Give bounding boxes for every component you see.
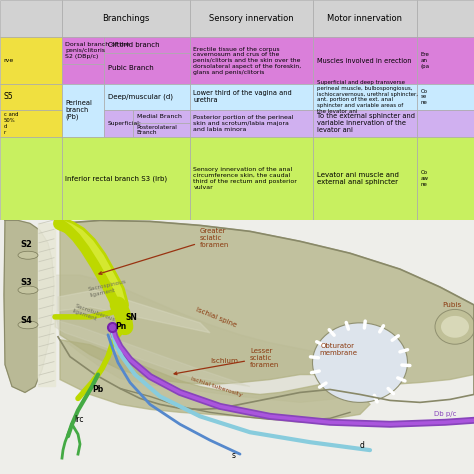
- Bar: [417, 110, 474, 137]
- Text: Ischial tuberosity: Ischial tuberosity: [190, 376, 243, 397]
- Bar: [0, 0, 62, 37]
- Text: Greater
sciatic
foramen: Greater sciatic foramen: [99, 228, 229, 274]
- Text: Posterolateral
Branch: Posterolateral Branch: [137, 125, 177, 136]
- Text: Db p/c: Db p/c: [434, 411, 456, 417]
- Text: Obturator
membrane: Obturator membrane: [319, 343, 357, 356]
- Bar: [62, 84, 104, 137]
- Ellipse shape: [312, 323, 408, 402]
- Text: Ischial spine: Ischial spine: [195, 306, 237, 328]
- Bar: [417, 37, 474, 84]
- Text: Pubis: Pubis: [442, 302, 461, 308]
- Bar: [104, 37, 190, 53]
- Text: s: s: [232, 451, 236, 460]
- Polygon shape: [58, 290, 210, 333]
- Ellipse shape: [435, 310, 474, 344]
- Ellipse shape: [18, 321, 38, 329]
- Bar: [190, 110, 313, 137]
- Bar: [0, 110, 62, 137]
- Bar: [133, 123, 190, 137]
- Text: Levator ani muscle and
external anal sphincter: Levator ani muscle and external anal sph…: [317, 172, 399, 185]
- Bar: [104, 53, 190, 84]
- Text: To the external sphincter and
variable innervation of the
levator ani: To the external sphincter and variable i…: [317, 113, 415, 133]
- Text: Medial Branch: Medial Branch: [137, 114, 182, 119]
- Bar: [62, 64, 104, 84]
- Text: S5: S5: [4, 92, 13, 101]
- Bar: [62, 37, 104, 64]
- Bar: [313, 110, 417, 137]
- Text: Ischium: Ischium: [210, 357, 238, 364]
- Text: d: d: [360, 441, 365, 450]
- Text: S2: S2: [20, 240, 32, 249]
- Bar: [313, 84, 417, 110]
- Ellipse shape: [441, 316, 469, 338]
- Text: Co
se
ne: Co se ne: [421, 89, 428, 105]
- Polygon shape: [60, 220, 474, 384]
- Text: Pn: Pn: [115, 322, 126, 331]
- Ellipse shape: [18, 286, 38, 294]
- Text: Superficial:: Superficial:: [108, 121, 142, 126]
- Text: Sacrotuberous
ligament: Sacrotuberous ligament: [72, 303, 116, 328]
- Bar: [104, 110, 133, 137]
- Text: Dorsal branch of the
penis/clitoris
S2 (DBp/c): Dorsal branch of the penis/clitoris S2 (…: [65, 42, 130, 59]
- Text: Branchings: Branchings: [102, 14, 149, 23]
- Text: Pubic Branch: Pubic Branch: [108, 65, 154, 71]
- Polygon shape: [38, 223, 55, 386]
- Polygon shape: [60, 340, 370, 422]
- Bar: [190, 84, 313, 110]
- Bar: [0, 137, 62, 220]
- Bar: [104, 84, 190, 110]
- Bar: [313, 0, 417, 37]
- Text: Pb: Pb: [92, 385, 103, 394]
- Text: Sensory innervation of the anal
circumference skin, the caudal
third of the rect: Sensory innervation of the anal circumfe…: [193, 167, 297, 190]
- Polygon shape: [55, 320, 250, 386]
- Text: Lower third of the vagina and
urethra: Lower third of the vagina and urethra: [193, 91, 292, 103]
- Bar: [190, 37, 313, 84]
- Text: SN: SN: [126, 313, 138, 322]
- Text: Clitorid branch: Clitorid branch: [108, 42, 160, 48]
- Polygon shape: [55, 275, 370, 402]
- Bar: [313, 137, 417, 220]
- Text: rve: rve: [4, 58, 14, 63]
- Polygon shape: [4, 220, 54, 392]
- Text: Sensory innervation: Sensory innervation: [209, 14, 293, 23]
- Bar: [190, 0, 313, 37]
- Text: Inferior rectal branch S3 (Irb): Inferior rectal branch S3 (Irb): [65, 175, 167, 182]
- Ellipse shape: [18, 251, 38, 259]
- Text: Deep/muscular (d): Deep/muscular (d): [108, 94, 173, 100]
- Text: Superficial and deep transverse
perineal muscle, bulbospongiosus,
ischiocarverno: Superficial and deep transverse perineal…: [317, 80, 418, 114]
- Text: Posterior portion of the perineal
skin and scrotum/labia majora
and labia minora: Posterior portion of the perineal skin a…: [193, 115, 294, 132]
- Text: Erectile tissue of the corpus
cavernosum and crus of the
penis/clitoris and the : Erectile tissue of the corpus cavernosum…: [193, 46, 301, 75]
- Text: lrc: lrc: [74, 415, 83, 424]
- Bar: [0, 37, 62, 84]
- Bar: [313, 37, 417, 84]
- Bar: [417, 84, 474, 110]
- Text: S4: S4: [20, 316, 32, 325]
- Bar: [417, 0, 474, 37]
- Text: Muscles involved in erection: Muscles involved in erection: [317, 58, 411, 64]
- Text: Sacrospinous
ligament: Sacrospinous ligament: [88, 279, 128, 298]
- Bar: [0, 84, 62, 110]
- Text: Lesser
sciatic
foramen: Lesser sciatic foramen: [174, 347, 279, 374]
- Bar: [62, 0, 190, 37]
- Text: Ere
an
(pa: Ere an (pa: [421, 52, 430, 69]
- Bar: [417, 137, 474, 220]
- Bar: [190, 137, 313, 220]
- Bar: [62, 137, 190, 220]
- Text: Motor innervation: Motor innervation: [328, 14, 402, 23]
- Text: c and
50%
d
r: c and 50% d r: [4, 112, 18, 135]
- Text: S3: S3: [20, 278, 32, 287]
- Text: Perineal
branch
(Pb): Perineal branch (Pb): [65, 100, 92, 120]
- Bar: [133, 110, 190, 123]
- Text: Co
aw
ne: Co aw ne: [421, 170, 429, 187]
